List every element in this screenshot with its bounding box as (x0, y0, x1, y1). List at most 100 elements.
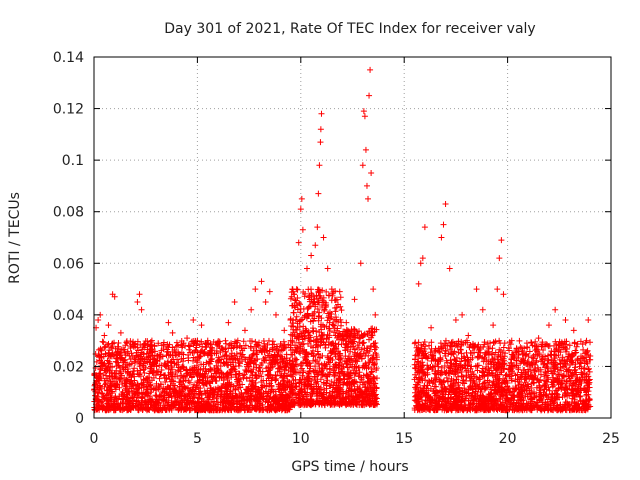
data-point (167, 359, 174, 366)
data-point (183, 367, 190, 374)
data-point (145, 354, 152, 361)
data-point (101, 344, 108, 351)
data-point (127, 395, 134, 402)
data-point (258, 373, 265, 380)
data-point (93, 358, 100, 365)
data-point (126, 400, 133, 407)
data-point (217, 349, 224, 356)
data-point (479, 365, 486, 372)
data-point (185, 357, 192, 364)
data-point (140, 344, 147, 351)
data-point (273, 343, 280, 350)
data-point (285, 341, 292, 348)
data-point (144, 346, 151, 353)
data-point (278, 344, 285, 351)
data-point (154, 358, 161, 365)
data-point (171, 360, 178, 367)
data-point (516, 337, 523, 344)
data-point (248, 393, 255, 400)
data-point (230, 383, 237, 390)
data-point (282, 386, 289, 393)
data-point (248, 338, 255, 345)
data-point (232, 363, 239, 370)
data-point (128, 389, 135, 396)
data-point (224, 375, 231, 382)
data-point (256, 406, 263, 413)
data-point (94, 393, 101, 400)
data-point (102, 380, 109, 387)
data-point (116, 362, 123, 369)
data-point (210, 339, 217, 346)
data-point (243, 386, 250, 393)
data-point (168, 406, 175, 413)
data-point (193, 382, 200, 389)
data-point (250, 350, 257, 357)
data-point (180, 355, 187, 362)
data-point (109, 388, 116, 395)
data-point (309, 325, 316, 332)
data-point (100, 371, 107, 378)
data-point (162, 378, 169, 385)
data-point (214, 358, 221, 365)
data-point (219, 402, 226, 409)
data-point (242, 342, 249, 349)
data-point (246, 374, 253, 381)
data-point (227, 401, 234, 408)
data-point (178, 395, 185, 402)
data-point (183, 406, 190, 413)
data-point (148, 349, 155, 356)
data-point (227, 359, 234, 366)
data-point (242, 397, 249, 404)
data-point (331, 329, 338, 336)
data-point (195, 354, 202, 361)
data-point (269, 338, 276, 345)
data-point (193, 340, 200, 347)
data-point (147, 389, 154, 396)
data-point (157, 402, 164, 409)
data-point (326, 366, 333, 373)
data-point (129, 381, 136, 388)
data-point (163, 362, 170, 369)
data-point (92, 388, 99, 395)
data-point (274, 352, 281, 359)
data-point (131, 358, 138, 365)
data-point (175, 342, 182, 349)
data-point (217, 393, 224, 400)
data-point (228, 397, 235, 404)
data-point (175, 351, 182, 358)
data-point (168, 364, 175, 371)
data-point (96, 396, 103, 403)
data-point (114, 348, 121, 355)
data-point (305, 286, 312, 293)
data-point (297, 317, 304, 324)
data-point (121, 349, 128, 356)
data-point (290, 309, 297, 316)
data-point (280, 338, 287, 345)
data-point (269, 354, 276, 361)
data-point (272, 372, 279, 379)
data-point (147, 343, 154, 350)
data-point (215, 401, 222, 408)
data-point (141, 341, 148, 348)
data-point (104, 366, 111, 373)
data-point (210, 373, 217, 380)
data-point (260, 338, 267, 345)
data-point (191, 381, 198, 388)
data-point (283, 363, 290, 370)
data-point (134, 389, 141, 396)
data-point (259, 404, 266, 411)
data-point (277, 341, 284, 348)
data-point (276, 365, 283, 372)
data-point (241, 354, 248, 361)
data-point (293, 326, 300, 333)
data-point (158, 367, 165, 374)
data-point (113, 354, 120, 361)
data-point (153, 357, 160, 364)
data-point (124, 348, 131, 355)
data-point (99, 390, 106, 397)
data-point (258, 378, 265, 385)
data-point (191, 364, 198, 371)
data-point (222, 340, 229, 347)
data-point (194, 357, 201, 364)
